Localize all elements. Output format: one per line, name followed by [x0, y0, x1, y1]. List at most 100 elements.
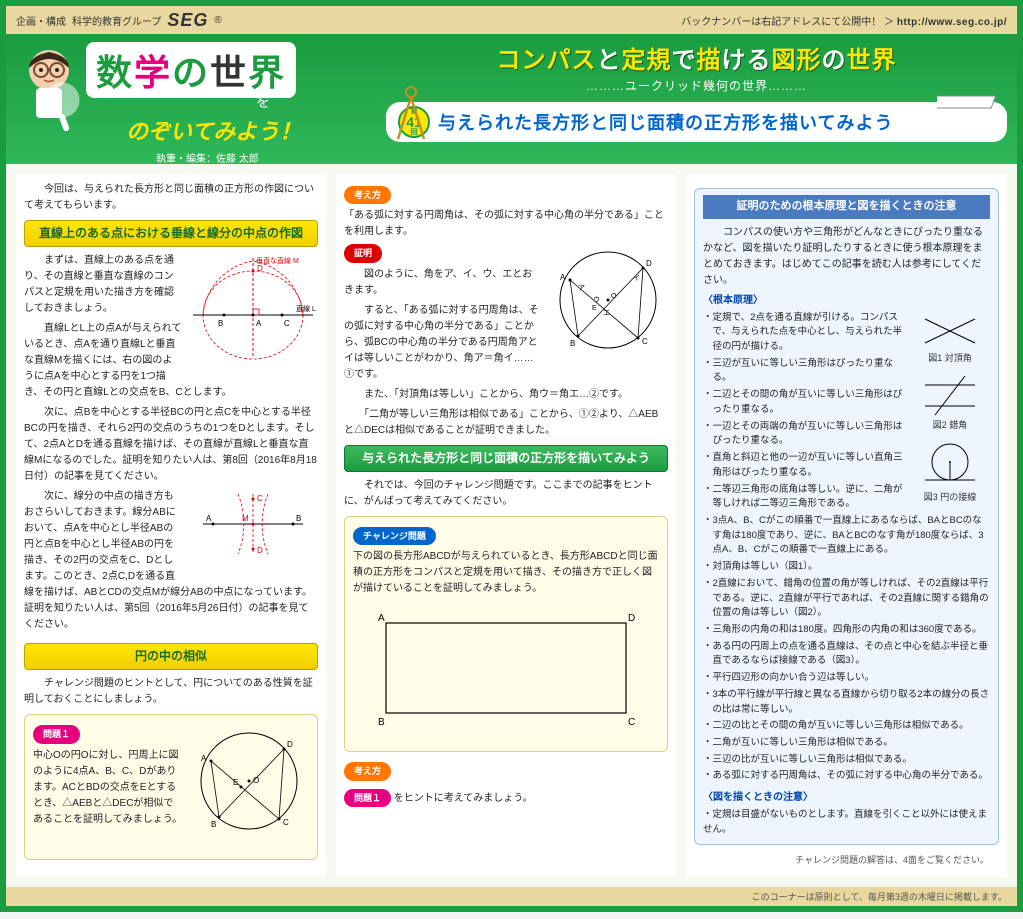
footer-note2: このコーナーは原則として、毎月第3週の木曜日に掲載します。: [6, 887, 1017, 906]
episode-bar: 第 41 回 与えられた長方形と同じ面積の正方形を描いてみよう: [386, 102, 1007, 142]
fig1-vertical-angles: 図1 対頂角: [910, 311, 990, 365]
shomei-tag: 証明: [344, 244, 382, 262]
s-ruler: 定規: [622, 47, 672, 74]
hero-right: コンパスと定規で描ける図形の世界 ………ユークリッド幾何の世界……… 第 41 …: [376, 34, 1017, 164]
principle-sub1: 〈根本原理〉: [703, 293, 990, 309]
author-name: 佐藤 太郎: [216, 154, 259, 165]
svg-text:ウ: ウ: [593, 296, 600, 304]
svg-text:A: A: [560, 273, 566, 282]
mondai1-tag: 問題１: [33, 725, 80, 743]
principle-item: ・三辺の比が互いに等しい三角形は相似である。: [703, 753, 990, 768]
svg-text:A: A: [201, 754, 207, 763]
svg-text:D: D: [287, 740, 293, 749]
figure-midpoint: A B C D M: [188, 489, 318, 565]
kangaekata-text: 「ある弧に対する円周角は、その弧に対する中心角の半分である」ことを利用します。: [344, 208, 668, 240]
svg-text:垂直な直線 M: 垂直な直線 M: [256, 256, 299, 265]
svg-text:イ: イ: [633, 275, 640, 282]
content: 今回は、与えられた長方形と同じ面積の正方形の作図について考えてもらいます。 直線…: [6, 164, 1017, 887]
episode-title: 与えられた長方形と同じ面積の正方形を描いてみよう: [438, 109, 893, 135]
kangaekata2-body: をヒントに考えてみましょう。: [394, 793, 533, 804]
org-label: 企画・構成: [16, 13, 66, 28]
title-su: 数: [96, 52, 134, 93]
svg-text:B: B: [378, 717, 385, 728]
fig1-label: 図1 対頂角: [910, 351, 990, 365]
sec3-header: 与えられた長方形と同じ面積の正方形を描いてみよう: [344, 445, 668, 472]
org-name: 科学的教育グループ: [72, 13, 161, 28]
intro: 今回は、与えられた長方形と同じ面積の正方形の作図について考えてもらいます。: [24, 182, 318, 214]
svg-text:E: E: [233, 778, 238, 787]
svg-text:直線 L: 直線 L: [296, 304, 316, 313]
principle-item: ・2直線において、錯角の位置の角が等しければ、その2直線は平行である。逆に、2直…: [703, 577, 990, 621]
title-ga: 学: [134, 52, 172, 93]
kangaekata2-ref: 問題１: [344, 789, 391, 807]
svg-text:A: A: [378, 613, 385, 624]
principle-intro: コンパスの使い方や三角形がどんなときにぴったり重なるかなど、図を描いたり証明した…: [703, 225, 990, 289]
kangaekata-tag: 考え方: [344, 186, 391, 204]
author-label: 執筆・編集：: [156, 154, 216, 165]
svg-text:D: D: [257, 264, 263, 273]
backnumber-text: バックナンバーは右記アドレスにて公開中！ ＞: [681, 17, 894, 28]
principle-sub2: 〈図を描くときの注意〉: [703, 790, 990, 806]
p5: チャレンジ問題のヒントとして、円についてのある性質を証明しておくことにしましょう…: [24, 676, 318, 708]
title-se: 世: [210, 52, 248, 93]
principle-item: ・二辺の比とその間の角が互いに等しい三角形は相似である。: [703, 719, 990, 734]
title-no: の: [172, 52, 210, 93]
svg-text:ア: ア: [578, 284, 585, 292]
avatar-icon: [14, 42, 84, 137]
hero-left: 数学の世界 を のぞいてみよう！ 執筆・編集：佐藤 太郎: [6, 34, 376, 164]
figure-circle-similarity: O A B C D E: [189, 721, 309, 847]
s-keru: ける: [722, 47, 772, 74]
column-1: 今回は、与えられた長方形と同じ面積の正方形の作図について考えてもらいます。 直線…: [16, 174, 326, 877]
series-title: コンパスと定規で描ける図形の世界: [386, 40, 1007, 75]
principle-item: ・対頂角は等しい（図1）。: [703, 560, 990, 575]
sec2-header: 円の中の相似: [24, 643, 318, 670]
s-and: と: [597, 47, 622, 74]
challenge-box: チャレンジ問題 下の図の長方形ABCDが与えられているとき、長方形ABCDと同じ…: [344, 516, 668, 752]
shomei-p4: 「二角が等しい三角形は相似である」ことから、①②より、△AEBと△DECは相似で…: [344, 407, 668, 439]
column-2: 考え方 「ある弧に対する円周角は、その弧に対する中心角の半分である」ことを利用し…: [336, 174, 676, 877]
fig2-alternate-angles: 図2 錯角: [910, 373, 990, 432]
author: 執筆・編集：佐藤 太郎: [156, 150, 376, 165]
svg-text:C: C: [283, 818, 289, 827]
kangaekata2-text: 問題１ をヒントに考えてみましょう。: [344, 785, 668, 811]
svg-text:C: C: [284, 319, 290, 328]
hero: 数学の世界 を のぞいてみよう！ 執筆・編集：佐藤 太郎 コンパスと定規で描ける…: [6, 34, 1017, 164]
fig3-tangent: 図3 円の接線: [910, 440, 990, 504]
topbar-left: 企画・構成 科学的教育グループ SEG ®: [16, 10, 222, 31]
topbar-right: バックナンバーは右記アドレスにて公開中！ ＞ http://www.seg.co…: [681, 13, 1007, 28]
ruler-icon: [937, 92, 997, 112]
svg-text:M: M: [242, 514, 249, 523]
figure-perpendicular: A B C D 直線 L 垂直な直線 M: [188, 253, 318, 369]
subtitle: のぞいてみよう！: [126, 114, 376, 146]
svg-text:エ: エ: [603, 310, 610, 317]
s-world: 世界: [847, 47, 897, 74]
side-figures: 図1 対頂角 図2 錯角: [910, 311, 990, 513]
fig3-label: 図3 円の接線: [910, 490, 990, 504]
figure-proof: O A B C D ア イ ウ エ E: [548, 240, 668, 366]
svg-text:A: A: [206, 514, 212, 523]
svg-text:A: A: [256, 319, 262, 328]
page: 企画・構成 科学的教育グループ SEG ® バックナンバーは右記アドレスにて公開…: [0, 0, 1023, 912]
column-3: 証明のための根本原理と図を描くときの注意 コンパスの使い方や三角形がどんなときに…: [686, 174, 1007, 877]
svg-text:C: C: [642, 337, 648, 346]
principle-item: ・二角が互いに等しい三角形は相似である。: [703, 736, 990, 751]
svg-text:C: C: [628, 717, 635, 728]
url: http://www.seg.co.jp/: [897, 17, 1007, 28]
compass-icon: [386, 84, 436, 144]
challenge-text: 下の図の長方形ABCDが与えられているとき、長方形ABCDと同じ面積の正方形をコ…: [353, 549, 659, 597]
principle-item: ・ある弧に対する円周角は、その弧に対する中心角の半分である。: [703, 769, 990, 784]
svg-text:E: E: [592, 305, 597, 312]
fig2-label: 図2 錯角: [910, 418, 990, 432]
figure-rectangle: A D B C: [353, 603, 659, 739]
s-shape: 図形: [772, 47, 822, 74]
reg-mark: ®: [214, 15, 221, 26]
sec1-header: 直線上のある点における垂線と線分の中点の作図: [24, 220, 318, 247]
caution: ・定規は目盛がないものとします。直線を引くこと以外には使えません。: [703, 808, 990, 837]
shomei-p3: また、「対頂角は等しい」ことから、角ウ＝角エ…②です。: [344, 387, 668, 403]
principle-item: ・3点A、B、Cがこの順番で一直線上にあるならば、BAとBCのなす角は180度で…: [703, 514, 990, 558]
principles-box: 証明のための根本原理と図を描くときの注意 コンパスの使い方や三角形がどんなときに…: [694, 188, 999, 845]
principle-item: ・3本の平行線が平行線と異なる直線から切り取る2本の線分の長さの比は常に等しい。: [703, 688, 990, 717]
p6: それでは、今回のチャレンジ問題です。ここまでの記事をヒントに、がんばって考えてみ…: [344, 478, 668, 510]
p3: 次に、点Bを中心とする半径BCの円と点Cを中心とする半径BCの円を描き、それら2…: [24, 405, 318, 485]
svg-text:B: B: [218, 319, 223, 328]
